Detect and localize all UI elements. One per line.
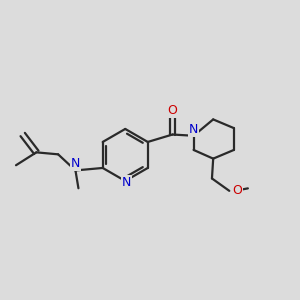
Text: O: O — [168, 104, 178, 118]
Text: N: N — [189, 123, 198, 136]
Text: O: O — [232, 184, 242, 197]
Text: N: N — [71, 157, 80, 170]
Text: N: N — [122, 176, 131, 189]
